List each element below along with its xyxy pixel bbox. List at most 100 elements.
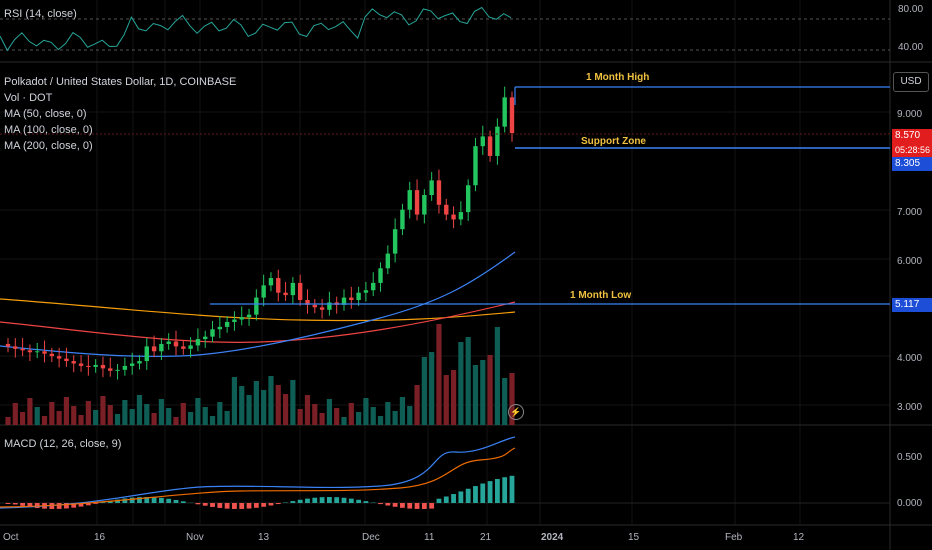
volume-bar (151, 413, 157, 425)
x-tick-12: 12 (793, 532, 805, 543)
month-low-label: 1 Month Low (570, 290, 632, 301)
support-price-tag: 8.305 (892, 157, 932, 171)
candle-body (181, 346, 186, 349)
candle-body (5, 343, 11, 347)
rsi-panel (0, 6, 890, 52)
month-high-label: 1 Month High (586, 72, 650, 83)
macd-histogram-bar (107, 500, 113, 503)
volume-bar (173, 417, 179, 425)
macd-histogram-bar (436, 498, 442, 503)
macd-histogram-bar (348, 498, 354, 503)
x-tick-2024: 2024 (541, 532, 564, 543)
candle-body (173, 341, 179, 347)
volume-bar (392, 411, 398, 425)
macd-histogram-bar (78, 503, 84, 507)
candle-body (502, 97, 507, 127)
volume-bar (385, 402, 391, 425)
volume-label[interactable]: Vol · DOT (4, 92, 53, 104)
volume-bar (399, 397, 406, 425)
candle-body (210, 329, 215, 337)
candle-body (151, 346, 157, 352)
level-lines (0, 86, 890, 305)
volume-bar (71, 406, 77, 425)
macd-histogram-bar (363, 501, 369, 503)
macd-histogram-bar (509, 475, 515, 503)
macd-histogram-bar (5, 503, 11, 504)
current-price-tag: 8.570 (892, 129, 932, 143)
candle-body (86, 365, 91, 367)
macd-histogram-bar (64, 503, 69, 509)
x-tick-11: 11 (424, 532, 435, 543)
volume-bar (202, 407, 208, 425)
candle-body (480, 136, 485, 147)
volume-bar (290, 380, 296, 425)
volume-bar (107, 405, 113, 425)
candle-body (495, 126, 500, 156)
ma100-label[interactable]: MA (100, close, 0) (4, 124, 93, 136)
volume-bar (166, 408, 172, 425)
macd-histogram-bar (356, 499, 362, 503)
macd-line (0, 436, 516, 509)
ma200-label[interactable]: MA (200, close, 0) (4, 140, 93, 152)
symbol-title[interactable]: Polkadot / United States Dollar, 1D, COI… (4, 76, 237, 88)
x-tick-15: 15 (628, 532, 640, 543)
candle-body (349, 297, 354, 301)
flash-icon[interactable]: ⚡ (508, 404, 524, 420)
volume-bar (458, 342, 464, 425)
volume-bar (246, 395, 252, 425)
volume-bar (78, 415, 84, 425)
macd-histogram-bar (421, 503, 427, 509)
volume-bar (34, 407, 40, 425)
support-zone-label: Support Zone (581, 136, 646, 147)
macd-histogram-bar (268, 503, 274, 506)
macd-histogram-bar (122, 498, 128, 503)
volume-bar (268, 376, 274, 425)
volume-bar (5, 417, 11, 425)
candle-body (458, 212, 464, 220)
currency-button[interactable]: USD (893, 72, 929, 92)
volume-bar (253, 381, 259, 425)
candle-body (56, 356, 62, 359)
candle-body (356, 292, 361, 301)
macd-histogram-bar (210, 503, 215, 507)
candle-body (203, 336, 208, 340)
price-tick-6: 6.000 (897, 256, 923, 267)
macd-histogram-bar (487, 481, 493, 503)
macd-histogram-bar (93, 503, 99, 504)
candle-body (465, 185, 471, 213)
volume-bar (436, 324, 442, 425)
macd-histogram-bar (100, 502, 106, 503)
volume-bar (348, 403, 354, 425)
candle-body (254, 297, 259, 315)
candle-body (327, 302, 332, 310)
volume-bar (195, 398, 201, 425)
rsi-tick-40: 40.00 (898, 42, 924, 53)
macd-histogram-bar (334, 497, 340, 503)
candle-body (451, 214, 456, 220)
candle-body (261, 285, 266, 298)
ma50-label[interactable]: MA (50, close, 0) (4, 108, 87, 120)
volume-bar (144, 404, 150, 425)
candle-body (108, 368, 113, 371)
macd-histogram-bar (85, 503, 91, 506)
volume-bar (502, 378, 508, 425)
candle-body (305, 300, 310, 305)
volume-bar (370, 407, 376, 425)
macd-histogram-bar (217, 503, 223, 508)
macd-histogram-bar (166, 498, 172, 503)
price-tick-9: 9.000 (897, 109, 923, 120)
volume-bar (465, 337, 471, 425)
ma50-line (0, 251, 516, 357)
candle-body (276, 278, 281, 293)
macd-histogram-bar (319, 497, 325, 503)
candle-body (232, 319, 237, 322)
rsi-tick-80: 80.00 (898, 4, 924, 15)
volume-bar (231, 377, 238, 425)
candle-body (100, 364, 106, 369)
candle-body (27, 350, 33, 353)
x-tick-13: 13 (258, 532, 270, 543)
macd-histogram-bar (115, 499, 120, 503)
macd-histogram-bar (12, 503, 18, 505)
candle-body (144, 346, 149, 362)
